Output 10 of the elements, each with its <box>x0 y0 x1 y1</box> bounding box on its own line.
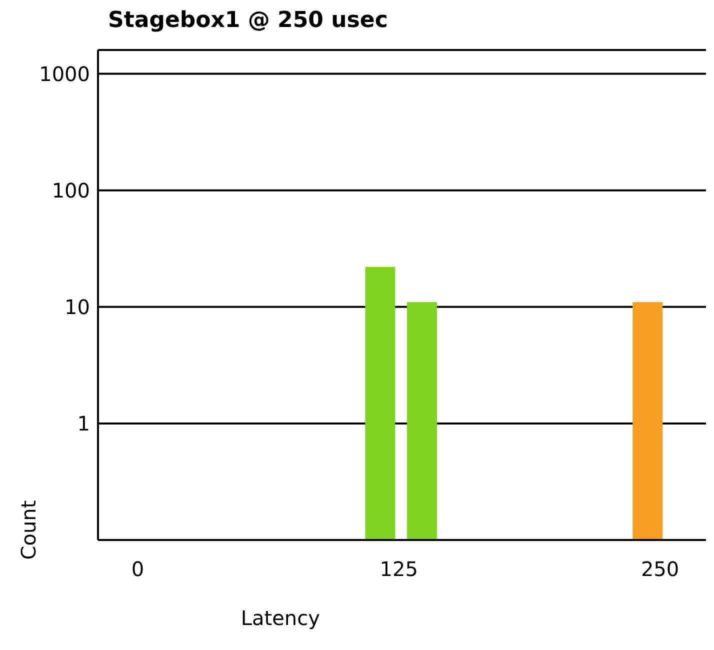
chart-title: Stagebox1 @ 250 usec <box>108 8 389 35</box>
x-tick-label: 125 <box>380 557 418 582</box>
x-tick-label: 0 <box>131 557 144 582</box>
y-tick-label: 1 <box>77 412 90 436</box>
y-tick-label: 1000 <box>39 62 90 86</box>
y-tick-label: 10 <box>64 294 90 319</box>
x-tick-label: 250 <box>640 557 680 582</box>
y-tick-label: 100 <box>52 178 90 202</box>
x-axis-title: Latency <box>240 606 320 630</box>
y-axis-title: Count <box>17 500 41 560</box>
